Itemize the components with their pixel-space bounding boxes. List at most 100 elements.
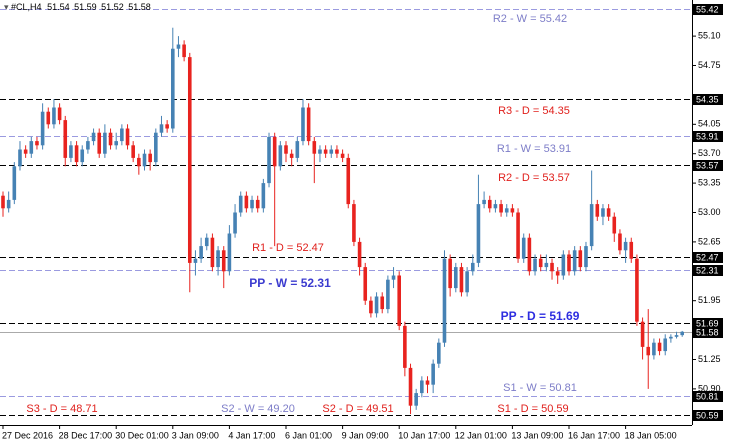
x-tick-label: 16 Jan 17:00 — [568, 430, 620, 440]
candle-body — [442, 258, 447, 343]
candle-body — [618, 233, 622, 251]
candle-body — [295, 141, 300, 158]
candle-body — [601, 208, 605, 217]
candle-body — [108, 132, 113, 146]
candle-body — [210, 237, 215, 268]
candle-body — [137, 157, 141, 167]
level-label: R3 - D = 54.35 — [498, 105, 570, 117]
candle-body — [80, 149, 85, 163]
candle-body — [420, 380, 424, 394]
candle-body — [233, 212, 237, 234]
candle-body — [578, 250, 583, 268]
candle-body — [154, 132, 158, 163]
price-tag — [693, 410, 723, 421]
candle-body — [674, 335, 679, 337]
candle-body — [165, 124, 169, 129]
candle-body — [595, 204, 600, 217]
candle-body — [182, 44, 186, 58]
level-label: S3 - D = 48.71 — [26, 403, 97, 415]
price-tag — [693, 131, 723, 142]
price-tag — [693, 160, 723, 171]
y-tick-label: 53.00 — [698, 207, 721, 217]
candle-body — [403, 325, 407, 368]
header-close: 51.58 — [128, 2, 151, 12]
level-label: S2 - D = 49.51 — [322, 403, 393, 415]
candle-body — [448, 258, 452, 289]
candle-body — [386, 279, 390, 310]
candle-body — [408, 367, 413, 406]
header-low: 51.52 — [101, 2, 124, 12]
price-tag-label: 51.69 — [696, 318, 719, 328]
price-tag-label: 53.57 — [696, 160, 719, 170]
candle-body — [459, 267, 464, 293]
current-price-label: 51.58 — [696, 327, 719, 337]
candle-body — [680, 331, 684, 336]
candle-body — [363, 267, 368, 301]
candle-body — [289, 153, 294, 158]
candle-body — [6, 199, 11, 209]
candle-body — [369, 300, 373, 314]
candle-body — [238, 195, 243, 213]
candle-body — [148, 153, 152, 163]
candle-body — [312, 141, 317, 154]
candle-body — [538, 258, 543, 268]
candle-body — [544, 262, 549, 268]
candle-body — [301, 107, 305, 142]
chart-header: ▾ #CL,H4 51.54 51.59 51.52 51.58 — [4, 2, 151, 12]
candle-body — [69, 145, 73, 158]
candle-body — [346, 157, 351, 205]
candle-body — [46, 111, 51, 125]
candle-body — [216, 250, 220, 268]
candle-body — [606, 208, 611, 217]
candle-body — [663, 338, 668, 352]
candle-body — [567, 254, 571, 272]
level-label: S1 - W = 50.81 — [503, 382, 577, 394]
candle-body — [244, 195, 249, 209]
y-tick-label: 54.05 — [698, 119, 721, 129]
candle-body — [646, 346, 651, 356]
candle-body — [261, 183, 266, 209]
candle-body — [23, 149, 28, 154]
candle-body — [131, 145, 135, 158]
candle-body — [114, 141, 118, 146]
candle-body — [357, 241, 362, 268]
candle-body — [199, 246, 203, 259]
candle-body — [487, 199, 492, 209]
candle-body — [465, 271, 469, 293]
candle-body — [635, 258, 639, 322]
price-tag-label: 55.42 — [696, 4, 719, 14]
plot-area — [0, 9, 692, 416]
level-label: PP - D = 51.69 — [501, 309, 580, 323]
candle-body — [255, 199, 260, 209]
candle-body — [187, 57, 192, 263]
candle-body — [380, 296, 385, 310]
y-tick-label: 50.90 — [698, 383, 721, 393]
candle-body — [493, 204, 498, 209]
x-tick-label: 28 Dec 17:00 — [59, 430, 113, 440]
x-tick-label: 18 Jan 05:00 — [625, 430, 677, 440]
x-tick-label: 12 Jan 01:00 — [455, 430, 507, 440]
price-tag — [693, 252, 723, 263]
price-tag-label: 53.91 — [696, 131, 719, 141]
candle-body — [504, 208, 509, 213]
x-tick-label: 10 Jan 17:00 — [398, 430, 450, 440]
candle-body — [623, 241, 628, 251]
y-tick-label: 52.65 — [698, 236, 721, 246]
price-tag — [693, 4, 723, 15]
candle-body — [391, 275, 396, 280]
price-tag-label: 50.81 — [696, 391, 719, 401]
price-tag — [693, 265, 723, 276]
x-tick-label: 6 Jan 01:00 — [285, 430, 332, 440]
x-tick-label: 3 Jan 09:00 — [172, 430, 219, 440]
candle-body — [437, 342, 441, 364]
candle-body — [561, 254, 566, 276]
candle-body — [612, 216, 617, 234]
candle-body — [12, 166, 17, 200]
y-tick-label: 55.10 — [698, 30, 721, 40]
candle-body — [193, 258, 198, 263]
candle-body — [272, 136, 277, 167]
level-label: R2 - D = 53.57 — [498, 172, 570, 184]
level-label: PP - W = 52.31 — [249, 276, 331, 290]
candle-body — [499, 204, 503, 213]
